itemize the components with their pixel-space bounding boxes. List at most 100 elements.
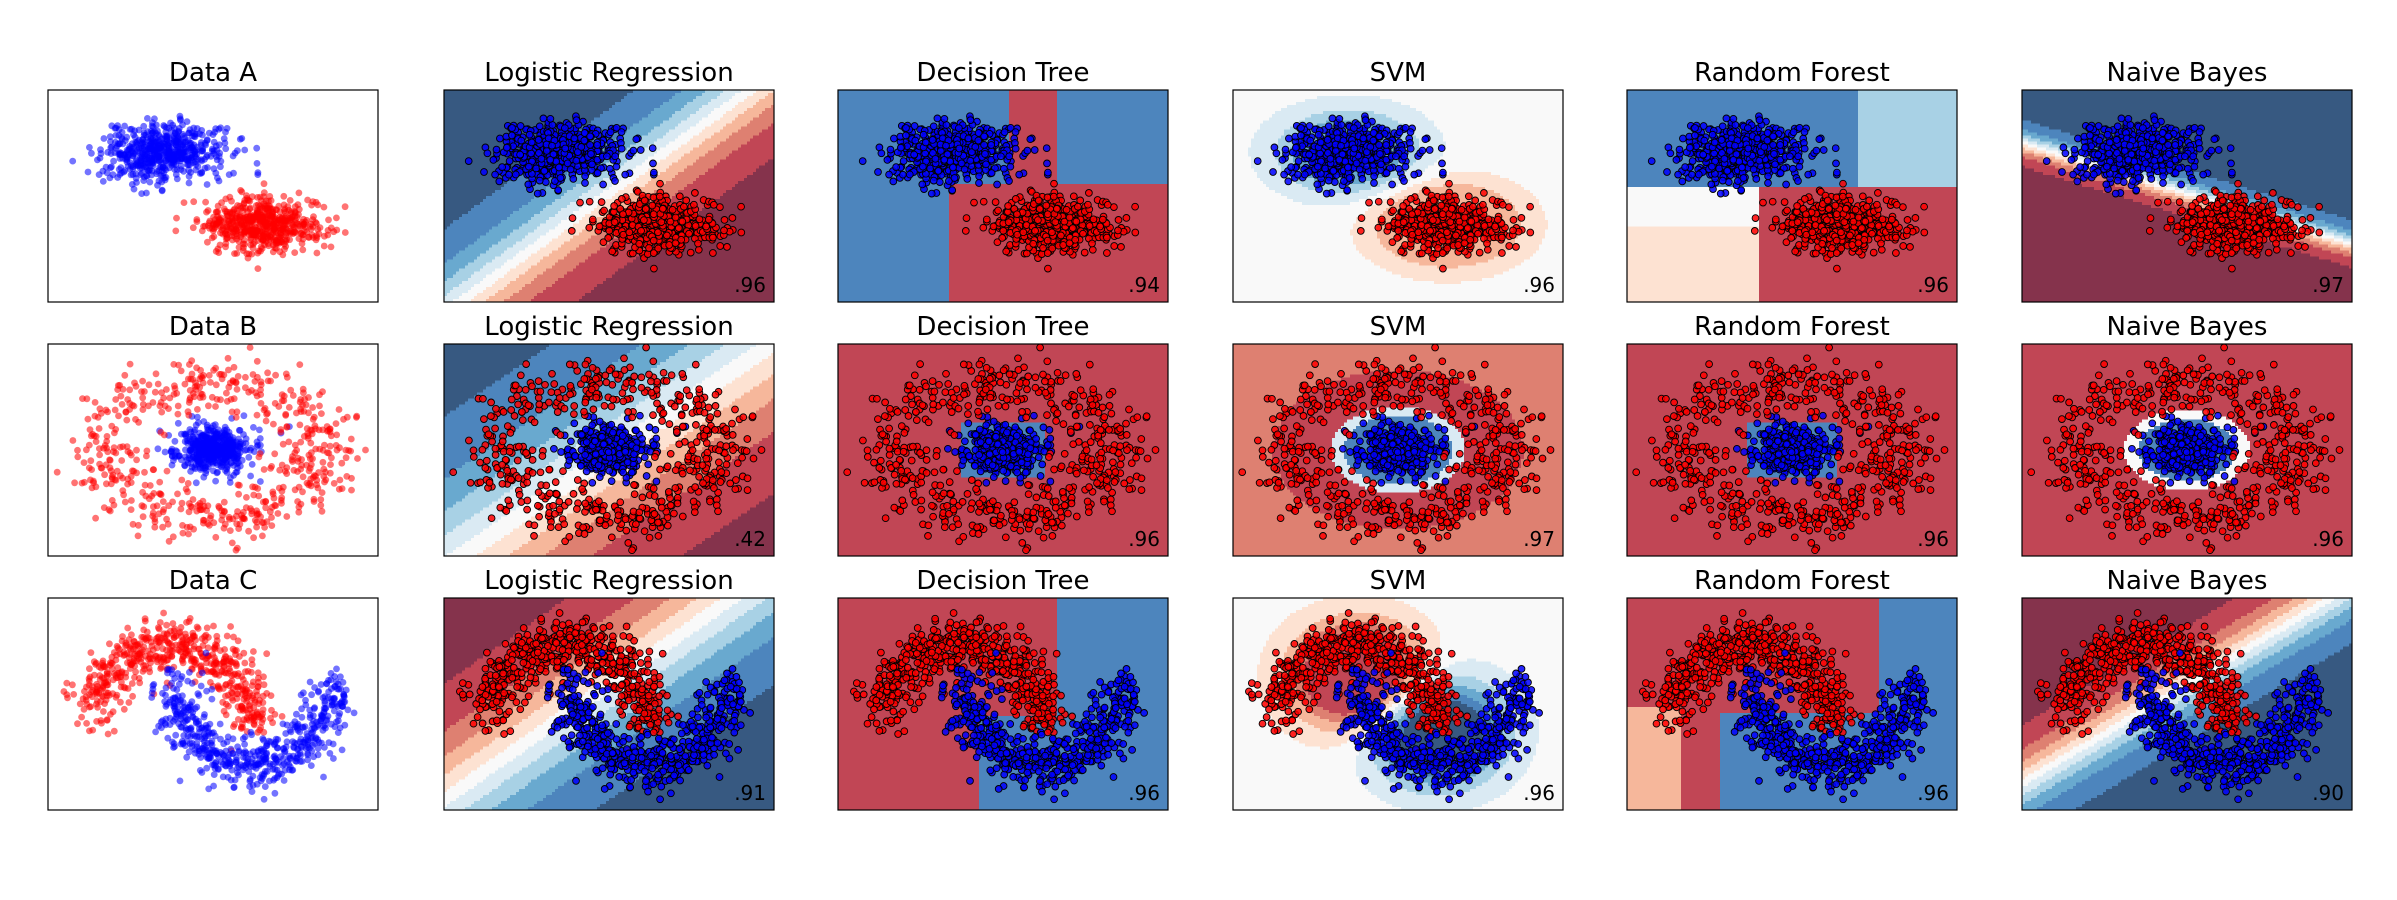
point-class-1	[705, 216, 712, 223]
point-class-0	[594, 170, 601, 177]
point-class-0	[512, 171, 519, 178]
point-class-1	[983, 216, 990, 223]
point-class-1	[233, 250, 240, 257]
point-class-0	[1719, 123, 1726, 130]
point-class-1	[1394, 235, 1401, 242]
point-class-1	[696, 216, 703, 223]
point-class-0	[1324, 137, 1331, 144]
point-class-0	[887, 146, 894, 153]
point-class-0	[1790, 165, 1797, 172]
point-class-0	[107, 133, 114, 140]
point-class-0	[1006, 153, 1013, 160]
point-class-1	[1050, 193, 1057, 200]
point-class-1	[200, 223, 207, 230]
point-class-0	[107, 144, 114, 151]
point-class-1	[1132, 203, 1139, 210]
point-class-0	[166, 145, 173, 152]
point-class-1	[1032, 227, 1039, 234]
point-class-1	[285, 203, 292, 210]
point-class-0	[1692, 125, 1699, 132]
point-class-0	[1708, 181, 1715, 188]
point-class-0	[1777, 170, 1784, 177]
point-class-0	[1701, 137, 1708, 144]
point-class-1	[333, 215, 340, 222]
point-class-0	[1378, 161, 1385, 168]
point-class-0	[168, 160, 175, 167]
point-class-1	[224, 231, 231, 238]
point-class-1	[1510, 217, 1517, 224]
point-class-1	[609, 248, 616, 255]
point-class-1	[1099, 216, 1106, 223]
point-class-1	[172, 228, 179, 235]
point-class-0	[525, 181, 532, 188]
point-class-0	[1362, 157, 1369, 164]
point-class-1	[1510, 227, 1517, 234]
accuracy-score: .96	[734, 273, 766, 297]
point-class-0	[496, 178, 503, 185]
point-class-0	[893, 164, 900, 171]
point-class-0	[604, 153, 611, 160]
point-class-1	[664, 232, 671, 239]
point-class-0	[138, 190, 145, 197]
point-class-0	[1043, 145, 1050, 152]
point-class-1	[254, 250, 261, 257]
point-class-1	[1045, 265, 1052, 272]
point-class-0	[146, 179, 153, 186]
point-class-1	[1036, 206, 1043, 213]
point-class-0	[193, 161, 200, 168]
point-class-1	[1070, 193, 1077, 200]
point-class-0	[1001, 165, 1008, 172]
point-class-0	[920, 163, 927, 170]
point-class-0	[506, 158, 513, 165]
point-class-1	[1453, 232, 1460, 239]
point-class-0	[573, 157, 580, 164]
point-class-0	[571, 135, 578, 142]
point-class-0	[929, 137, 936, 144]
point-class-1	[1499, 201, 1506, 208]
point-class-0	[1679, 178, 1686, 185]
point-class-1	[254, 237, 261, 244]
point-class-0	[1045, 169, 1052, 176]
point-class-1	[1132, 229, 1139, 236]
point-class-1	[1461, 214, 1468, 221]
point-class-1	[1468, 218, 1475, 225]
point-class-1	[1043, 202, 1050, 209]
point-class-1	[1366, 199, 1373, 206]
point-class-0	[911, 151, 918, 158]
point-class-0	[941, 156, 948, 163]
point-class-1	[1439, 194, 1446, 201]
point-class-0	[1295, 158, 1302, 165]
point-class-1	[213, 248, 220, 255]
point-class-1	[618, 196, 625, 203]
plot-background	[48, 90, 378, 302]
point-class-1	[1005, 203, 1012, 210]
point-class-1	[1400, 203, 1407, 210]
point-class-0	[562, 125, 569, 132]
point-class-1	[1090, 216, 1097, 223]
point-class-1	[342, 203, 349, 210]
point-class-1	[259, 229, 266, 236]
point-class-1	[1458, 206, 1465, 213]
point-class-0	[878, 150, 885, 157]
point-class-0	[517, 151, 524, 158]
point-class-0	[237, 136, 244, 143]
point-class-1	[217, 242, 224, 249]
point-class-0	[1389, 181, 1396, 188]
point-class-0	[490, 157, 497, 164]
panel-title: Logistic Regression	[484, 58, 733, 88]
point-class-1	[1439, 237, 1446, 244]
point-class-1	[291, 249, 298, 256]
point-class-0	[1351, 125, 1358, 132]
point-class-1	[641, 197, 648, 204]
point-class-0	[1680, 135, 1687, 142]
point-class-0	[497, 135, 504, 142]
point-class-1	[282, 236, 289, 243]
point-class-1	[1086, 190, 1093, 197]
point-class-1	[181, 199, 188, 206]
point-class-0	[1301, 171, 1308, 178]
point-class-1	[666, 242, 673, 249]
point-class-1	[1058, 232, 1065, 239]
point-class-0	[589, 161, 596, 168]
point-class-1	[309, 216, 316, 223]
point-class-0	[1738, 187, 1745, 194]
